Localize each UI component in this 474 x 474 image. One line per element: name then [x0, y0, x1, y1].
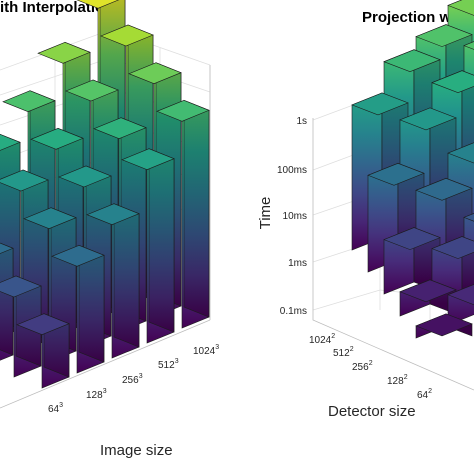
right-z-tick-1s: 1s — [296, 116, 307, 127]
right-y-tick-128: 1282 — [387, 374, 408, 387]
right-y-tick-64: 642 — [417, 388, 432, 401]
left-bar-r1-c0-top — [0, 275, 42, 298]
left-bar-r1-c4-top — [128, 62, 182, 85]
right-bar-r0-c3-top — [447, 0, 474, 16]
left-bar-r2-c4-top — [100, 24, 154, 47]
left-bar-r3-c4-top — [76, 0, 120, 9]
right-bar-r0-c1-top — [383, 49, 441, 73]
right-z-tick-0.1ms: 0.1ms — [280, 306, 307, 317]
left-chart-bars — [0, 0, 210, 389]
left-bar-r0-c4-side — [183, 99, 210, 318]
left-bar-r0-c2-side — [113, 203, 140, 348]
right-z-tick-1ms: 1ms — [288, 258, 307, 269]
right-z-axis-label: Time — [257, 197, 274, 230]
left-bar-r1-c1-top — [23, 207, 77, 230]
left-bar-r2-c2-top — [30, 127, 84, 150]
right-bar-r1-c2-top — [431, 70, 474, 94]
left-bar-r0-c4-top — [156, 99, 210, 122]
left-bar-r2-c0-top — [0, 242, 14, 254]
right-bar-r3-c0-top — [399, 279, 457, 303]
right-z-tick-100ms: 100ms — [277, 165, 307, 176]
left-bar-r0-c3-side — [148, 148, 175, 333]
right-bar-r2-c1-top — [415, 177, 473, 201]
right-bar-r0-c2-top — [415, 24, 473, 47]
right-z-tick-10ms: 10ms — [283, 211, 307, 222]
right-bar-r2-c2-top — [447, 142, 474, 164]
left-bar-r3-c3-top — [37, 41, 91, 64]
right-bar-r2-c0-top — [383, 227, 441, 250]
right-y-axis-ticks: 10242 5122 2562 1282 642 — [309, 333, 432, 401]
left-bar-r2-c3-top — [65, 79, 119, 102]
left-x-axis-label: Image size — [100, 442, 173, 459]
right-z-axis-ticks: 1s 100ms 10ms 1ms 0.1ms — [277, 116, 307, 317]
right-y-tick-512: 5122 — [333, 346, 354, 359]
left-bar-r0-c2-top — [86, 203, 140, 226]
right-bar-r3-c1-top — [431, 236, 474, 259]
right-bar-r1-c0-top — [367, 162, 425, 186]
left-bar-r0-c0-top — [16, 313, 70, 336]
left-bar-r3-c1-top — [0, 133, 21, 151]
right-bar-r1-c1-top — [399, 107, 457, 131]
right-bar-r4-c0-top — [415, 313, 473, 337]
right-chart-bars — [351, 0, 474, 339]
right-y-tick-1024: 10242 — [309, 333, 335, 346]
left-x-tick-512: 5123 — [158, 358, 179, 371]
left-chart-title: ith Interpolation — [0, 0, 113, 16]
left-bar-r0-c1-top — [51, 244, 105, 267]
right-bar-r1-c3-top — [463, 41, 474, 50]
right-y-axis-label: Detector size — [328, 403, 416, 420]
left-x-axis-ticks: 643 1283 2563 5123 10243 — [48, 344, 219, 415]
right-chart-title: Projection wit — [362, 9, 460, 26]
left-bar-r0-c3-top — [121, 148, 175, 171]
left-bar-r2-c1-top — [0, 169, 49, 192]
right-bar-r0-c0-top — [351, 92, 409, 116]
left-x-tick-64: 643 — [48, 402, 63, 415]
left-bar-r2-c0-side — [0, 242, 14, 356]
left-x-tick-128: 1283 — [86, 388, 107, 401]
left-bar-r3-c2-top — [2, 90, 56, 113]
right-y-tick-256: 2562 — [352, 360, 373, 373]
left-bar-r1-c3-top — [93, 117, 147, 140]
left-x-tick-1024: 10243 — [193, 344, 219, 357]
left-x-tick-256: 2563 — [122, 373, 143, 386]
left-bar-r1-c2-top — [58, 165, 112, 188]
right-bar-r4-c1-top — [447, 284, 474, 306]
right-bar-r3-c2-top — [463, 213, 474, 222]
